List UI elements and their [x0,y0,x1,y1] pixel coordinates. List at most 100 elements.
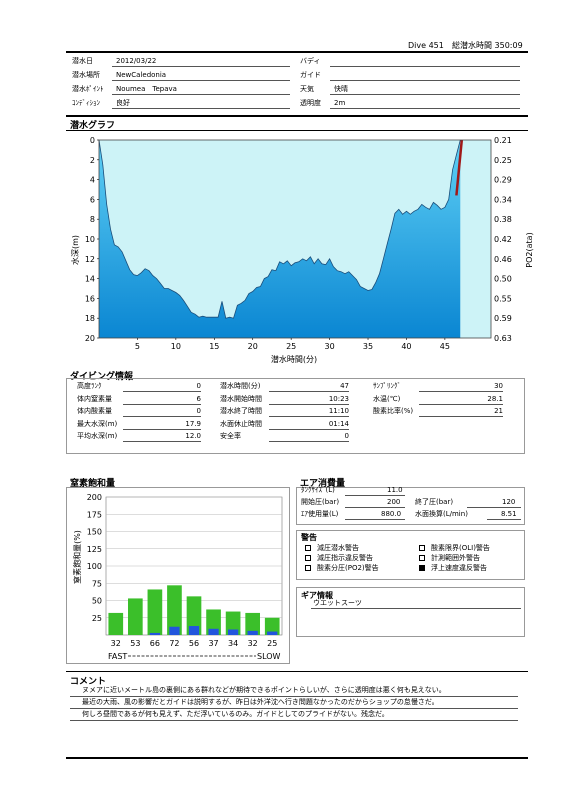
weather-label: 天気 [300,85,314,93]
depth-tick-label: 0 [90,136,95,145]
n2-bar [167,585,182,635]
po2-tick-label: 0.63 [494,334,512,343]
time-tick-label: 5 [135,342,140,351]
air-box: ﾀﾝｸｻｲｽﾞ(L) 11.0 開始圧(bar) 200 終了圧(bar) 12… [296,486,525,525]
po2-tick-label: 0.59 [494,314,512,323]
warning-label: 減圧潜水警告 [317,544,359,552]
dive-info-value: 10:23 [328,394,349,403]
dive-info-label: 高度ﾗﾝｸ [77,382,102,390]
time-tick-label: 40 [401,342,411,351]
n2-bar-blue [208,628,219,635]
point-label: 潜水ﾎﾟｲﾝﾄ [72,85,104,93]
n2-box [66,487,290,664]
total-dive-time: 総潜水時間 350:09 [452,41,523,50]
depth-axis-label: 水深(m) [70,235,80,265]
sac-value: 8.51 [501,510,517,518]
n2-bar [186,596,202,635]
n2-category-label: 37 [208,639,218,648]
n2-tick-label: 175 [87,510,102,519]
dive-info-label: 潜水時間(分) [220,382,261,390]
dive-info-value: 17.9 [185,419,201,428]
time-tick-label: 35 [363,342,373,351]
dive-number: Dive 451 [408,41,444,50]
dive-info-label: 体内酸素量 [77,407,112,415]
warning-checkbox [419,555,425,561]
end-pressure-value: 120 [502,498,516,506]
n2-title: 窒素飽和量 [70,479,116,489]
warning-item: 計測範囲外警告 [419,554,480,563]
warnings-title: 警告 [301,533,317,542]
n2-bar [108,612,124,635]
depth-tick-label: 2 [90,156,95,165]
visibility-label: 透明度 [300,99,321,107]
tank-label: ﾀﾝｸｻｲｽﾞ(L) [301,486,335,494]
depth-tick-label: 18 [85,314,95,323]
n2-tick-label: 25 [92,614,102,623]
n2-bar-blue [247,630,258,635]
time-tick-label: 45 [440,342,450,351]
dive-info-value: 11:10 [328,407,349,415]
fast-label: FAST [108,652,127,661]
po2-axis-label: PO2(ata) [525,232,534,267]
comment-line: 何しろ昼間であるが何も見えず、ただ浮いているのみ。ガイドとしてのプライドがない。… [82,710,389,718]
po2-tick-label: 0.38 [494,215,512,224]
dive-info-label: 潜水開始時間 [220,394,262,403]
n2-bar-chart: 200 175 150 125 100 75 50 25 32 53 66 72 56 37 34 32 25… [72,493,283,661]
time-tick-label: 20 [248,342,258,351]
n2-bar-blue [227,629,239,635]
dive-info-label: ｻﾝﾌﾟﾘﾝｸﾞ [373,382,401,390]
dive-info-value: 47 [340,382,349,390]
buddy-label: バディ [300,57,321,65]
weather-value: 快晴 [334,85,348,93]
ascent-rate-warning-line [455,139,464,196]
n2-category-label: 25 [267,639,277,648]
start-pressure-label: 開始圧(bar) [301,498,340,506]
po2-tick-label: 0.25 [494,156,512,165]
dive-info-value: 21 [494,407,503,415]
po2-tick-label: 0.55 [494,294,512,303]
slow-label: SLOW [257,652,281,661]
dive-info-value: 0 [196,382,201,390]
po2-tick-label: 0.46 [494,255,512,264]
n2-bar [225,611,241,635]
depth-tick-label: 12 [85,255,95,264]
dive-info-label: 酸素比率(%) [373,407,414,415]
depth-tick-label: 16 [85,294,95,303]
n2-category-label: 66 [150,639,160,648]
time-tick-label: 15 [209,342,219,351]
n2-bar-blue [267,631,278,635]
dive-info-label: 水面休止時間 [220,419,262,428]
n2-tick-label: 75 [92,579,102,588]
n2-bar-blue [188,626,200,635]
comment-line: 最近の大雨、風の影響だとガイドは説明するが、昨日は外洋沈へ行き問題なかったのだか… [82,698,439,706]
n2-category-label: 32 [248,639,258,648]
depth-tick-label: 10 [85,235,95,244]
header-rule [66,51,528,53]
po2-tick-label: 0.50 [494,275,512,284]
air-title: エア消費量 [300,479,346,489]
n2-tick-label: 100 [87,562,102,571]
date-value: 2012/03/22 [116,57,157,65]
dive-info-label: 平均水深(m) [77,432,118,440]
guide-label: ガイド [300,71,321,79]
depth-tick-label: 6 [90,195,95,204]
warning-checkbox [305,545,311,551]
time-tick-label: 25 [286,342,296,351]
dive-info-value: 28.1 [487,394,503,403]
n2-tick-label: 200 [87,493,102,502]
warning-item: 減圧潜水警告 [305,544,359,553]
depth-tick-label: 14 [85,275,95,284]
n2-tick-label: 125 [87,545,102,554]
warning-label: 計測範囲外警告 [431,554,480,562]
n2-bar [128,598,143,635]
n2-category-label: 53 [130,639,140,648]
dive-graph-title: 潜水グラフ [70,121,116,131]
n2-bar-blue [169,626,180,635]
warning-checkbox [305,565,311,571]
n2-axis-label: 窒素飽和量(%) [72,530,82,584]
dive-info-label: 水温(℃) [373,394,401,403]
dive-info-box: 高度ﾗﾝｸ 0 体内窒素量 6 体内酸素量 0 最大水深(m) 17.9 平均水深(m) 12.0… [66,378,525,454]
po2-tick-label: 0.34 [494,195,512,204]
warning-label: 浮上速度違反警告 [431,564,487,572]
gear-box: ギア情報 ウエットスーツ [296,587,525,637]
